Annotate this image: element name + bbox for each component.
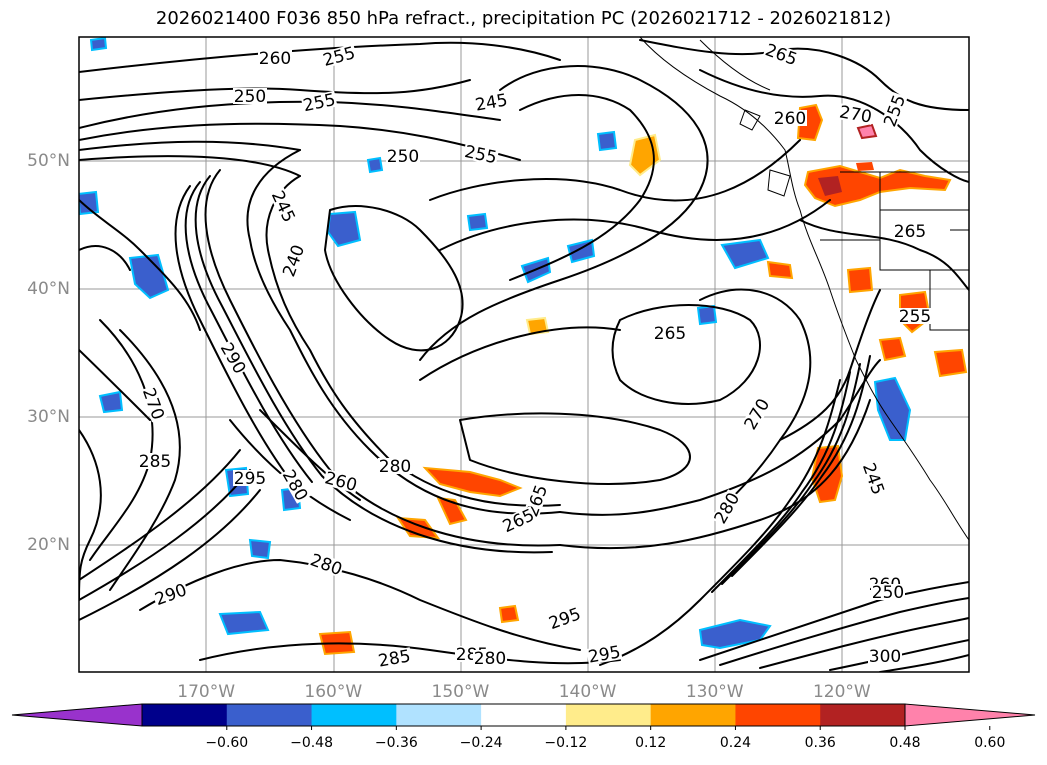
refractivity-contours xyxy=(79,39,969,672)
lat-label: 40°N xyxy=(27,279,70,299)
precip-positive xyxy=(846,266,874,294)
lon-label: 170°W xyxy=(177,682,235,702)
colorbar-swatch xyxy=(820,704,906,726)
precip-positive xyxy=(498,604,520,624)
colorbar-tick-label: 0.36 xyxy=(805,735,836,751)
colorbar-swatch xyxy=(650,704,736,726)
lat-label: 20°N xyxy=(27,535,70,555)
lon-label: 150°W xyxy=(432,682,490,702)
colorbar-extend-high xyxy=(904,703,1036,727)
precip-positive xyxy=(436,496,468,526)
precip-negative xyxy=(596,130,618,152)
colorbar-swatch xyxy=(142,704,228,726)
contour-label: 260 xyxy=(259,49,291,69)
contour-label: 265 xyxy=(894,222,926,242)
contour-label: 260 xyxy=(774,109,806,129)
contour-label: 285 xyxy=(139,452,171,472)
lon-label: 130°W xyxy=(686,682,744,702)
precip-positive xyxy=(525,316,550,336)
precip-negative xyxy=(366,156,384,174)
colorbar-swatch xyxy=(735,704,821,726)
colorbar-tick-label: −0.48 xyxy=(290,735,333,751)
colorbar-tick-label: −0.60 xyxy=(205,735,248,751)
colorbar-tick-label: 0.60 xyxy=(974,735,1005,751)
lon-label: 160°W xyxy=(304,682,362,702)
precip-positive xyxy=(933,348,968,378)
colorbar-tick-label: −0.36 xyxy=(375,735,418,751)
precip-positive xyxy=(856,162,874,171)
contour-label: 250 xyxy=(234,87,266,107)
contour-label: 280 xyxy=(379,457,411,477)
colorbar-extend-low xyxy=(11,703,143,727)
latitude-labels: 50°N 40°N 30°N 20°N xyxy=(27,151,70,555)
longitude-labels: 170°W 160°W 150°W 140°W 130°W 120°W xyxy=(177,682,871,702)
precip-positive xyxy=(856,123,878,140)
lat-label: 30°N xyxy=(27,407,70,427)
precip-negative xyxy=(696,304,718,326)
precip-positive xyxy=(422,466,523,498)
colorbar-tick-label: 0.48 xyxy=(889,735,920,751)
contour-label: 295 xyxy=(234,469,266,489)
precip-positive xyxy=(878,336,907,362)
map-background xyxy=(79,37,969,672)
precip-negative xyxy=(873,376,912,441)
colorbar-swatch xyxy=(565,704,652,726)
contour-label: 265 xyxy=(654,324,686,344)
colorbar-swatch xyxy=(226,704,313,726)
contour-label: 250 xyxy=(387,147,419,167)
contour-label: 280 xyxy=(474,649,506,669)
precip-negative xyxy=(466,212,489,232)
colorbar-frame xyxy=(141,703,906,727)
precip-positive xyxy=(766,260,794,280)
precip-positive xyxy=(818,176,842,196)
lon-label: 120°W xyxy=(813,682,871,702)
colorbar: −0.60 −0.48 −0.36 −0.24 −0.12 0.12 0.24 0.36 0.4… xyxy=(11,703,1036,751)
lon-label: 140°W xyxy=(559,682,617,702)
map-title: 2026021400 F036 850 hPa refract., precip… xyxy=(155,8,892,29)
precip-negative xyxy=(720,238,770,270)
coastlines xyxy=(639,37,969,541)
colorbar-tick-label: 0.12 xyxy=(635,735,666,751)
colorbar-tick-label: −0.24 xyxy=(460,735,503,751)
map-border xyxy=(78,36,970,673)
contour-label: 250 xyxy=(872,583,904,603)
lat-label: 50°N xyxy=(27,151,70,171)
precip-positive xyxy=(803,164,952,208)
colorbar-tick-label: −0.12 xyxy=(544,735,587,751)
precip-negative xyxy=(248,538,272,560)
colorbar-swatch xyxy=(481,704,567,726)
contour-label: 300 xyxy=(869,647,901,667)
colorbar-swatch xyxy=(396,704,482,726)
precip-negative xyxy=(218,610,270,636)
precip-negative xyxy=(98,390,124,414)
contour-label: 255 xyxy=(899,307,931,327)
colorbar-swatch xyxy=(311,704,397,726)
precip-negative xyxy=(128,253,170,300)
colorbar-tick-label: 0.24 xyxy=(720,735,751,751)
precip-negative xyxy=(89,37,108,52)
